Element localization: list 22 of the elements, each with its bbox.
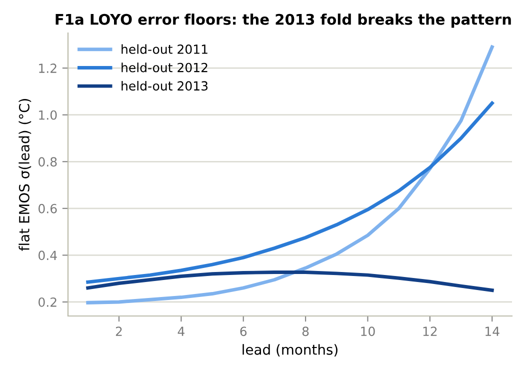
line-series bbox=[86, 101, 494, 284]
x-tick-label: 8 bbox=[302, 326, 309, 336]
x-tick-label: 10 bbox=[361, 326, 375, 336]
x-tick-label: 12 bbox=[423, 326, 437, 336]
x-axis-title: lead (months) bbox=[242, 344, 338, 356]
x-tick-label: 4 bbox=[178, 326, 184, 336]
line-series bbox=[86, 45, 494, 304]
chart-title: F1a LOYO error floors: the 2013 fold breaks the pattern bbox=[56, 14, 511, 28]
y-tick-label: 1.2 bbox=[39, 64, 56, 73]
x-tick-label: 2 bbox=[116, 326, 122, 336]
x-tick-label: 14 bbox=[486, 326, 500, 336]
y-tick-label: 0.8 bbox=[38, 157, 57, 167]
y-tick-label: 0.4 bbox=[38, 250, 57, 260]
legend-label: held-out 2012 bbox=[122, 62, 208, 72]
y-tick-label: 1.0 bbox=[39, 110, 57, 120]
y-tick-label: 0.6 bbox=[38, 204, 57, 214]
line-series bbox=[86, 270, 494, 292]
x-tick-label: 6 bbox=[240, 326, 247, 336]
y-tick-label: 0.2 bbox=[38, 297, 56, 307]
legend-label: held-out 2013 bbox=[122, 80, 208, 91]
legend-label: held-out 2011 bbox=[122, 44, 208, 54]
y-axis-title: flat EMOS σ(lead) (°C) bbox=[18, 99, 32, 251]
